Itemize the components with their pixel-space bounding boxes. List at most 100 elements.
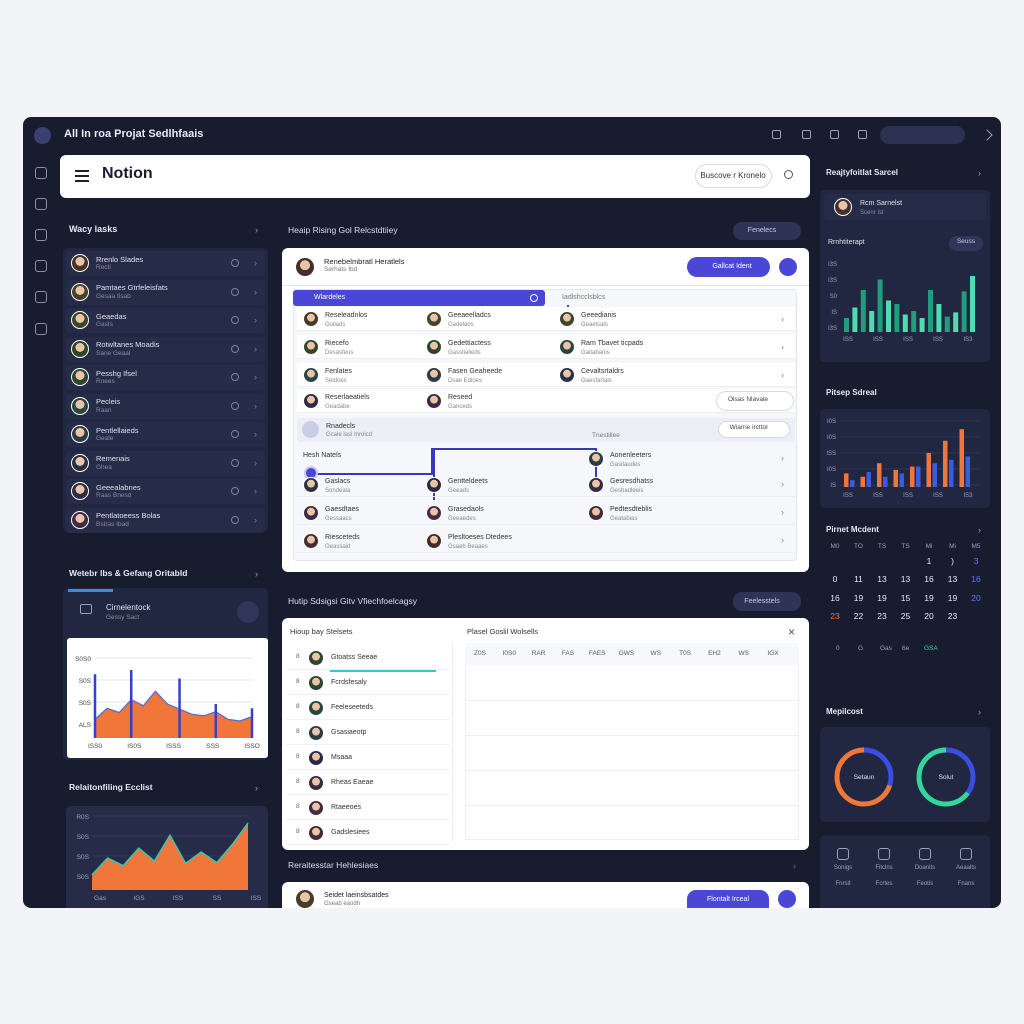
person-name: Riecefo bbox=[325, 340, 349, 348]
row[interactable] bbox=[297, 335, 795, 359]
search-pill[interactable] bbox=[880, 126, 965, 144]
item-name: Gadslesiees bbox=[331, 829, 370, 837]
y-tick-label: S0S bbox=[77, 874, 90, 881]
bar bbox=[944, 316, 950, 332]
chart-title: Rrnhtiterapt bbox=[828, 239, 865, 247]
x-tick-label: ISS bbox=[903, 493, 913, 499]
rail-icon[interactable] bbox=[35, 291, 47, 303]
x-tick-label: ISSS bbox=[166, 743, 181, 750]
toolbar-icon[interactable] bbox=[802, 130, 811, 139]
small-button[interactable] bbox=[949, 236, 983, 251]
close-x[interactable]: × bbox=[788, 625, 796, 639]
menu-line[interactable] bbox=[75, 170, 89, 172]
y-tick-label: I0S bbox=[827, 467, 836, 473]
y-tick-label: I0S bbox=[827, 419, 836, 425]
list-row[interactable] bbox=[286, 797, 450, 820]
chevron: › bbox=[254, 457, 257, 468]
list-row[interactable] bbox=[286, 772, 450, 795]
column-header: FAES bbox=[588, 650, 606, 658]
chevron: › bbox=[254, 315, 257, 325]
outline-button[interactable] bbox=[716, 391, 794, 411]
search-icon[interactable] bbox=[784, 170, 793, 179]
bar bbox=[953, 312, 959, 332]
round-button[interactable] bbox=[778, 890, 796, 908]
icon-sub: Fnrsit bbox=[835, 880, 851, 887]
round-button[interactable] bbox=[779, 258, 797, 276]
list-row[interactable] bbox=[286, 722, 450, 745]
task-name: Pecleis bbox=[96, 397, 121, 407]
section-button[interactable] bbox=[733, 592, 801, 611]
icon-sub: Feotis bbox=[916, 880, 934, 887]
rail-icon[interactable] bbox=[35, 260, 47, 272]
y-tick-label: I3S bbox=[828, 326, 837, 332]
list-row[interactable] bbox=[286, 747, 450, 770]
icon[interactable] bbox=[878, 848, 890, 860]
list-row[interactable] bbox=[286, 822, 450, 845]
bar bbox=[926, 453, 931, 487]
task-sub: Sane Geaal bbox=[96, 349, 131, 357]
chevron: › bbox=[255, 569, 258, 579]
avatar bbox=[308, 700, 324, 716]
list-row[interactable] bbox=[286, 647, 450, 670]
day: 19 bbox=[924, 593, 934, 604]
person-sub: Ganceds bbox=[448, 403, 473, 410]
menu-line[interactable] bbox=[75, 180, 89, 182]
primary-button[interactable] bbox=[687, 890, 769, 908]
card-button[interactable] bbox=[237, 601, 259, 623]
chevron: › bbox=[254, 372, 257, 382]
toolbar-icon[interactable] bbox=[772, 130, 781, 139]
blue-bar-label: Wlardeles bbox=[314, 294, 346, 302]
bar bbox=[894, 304, 900, 332]
bar bbox=[844, 473, 849, 487]
bar-right-label: Iadlshcclsblcs bbox=[562, 294, 606, 302]
menu-line[interactable] bbox=[75, 175, 89, 177]
calendar-footer: GSA bbox=[924, 645, 938, 653]
header-button[interactable] bbox=[695, 164, 772, 188]
item-num: 8 bbox=[296, 703, 300, 711]
avatar bbox=[588, 451, 604, 467]
table-line bbox=[465, 770, 799, 771]
icon[interactable] bbox=[837, 848, 849, 860]
group-sub: Gcaie lasl Inroicd bbox=[326, 431, 373, 438]
list-row[interactable] bbox=[286, 672, 450, 695]
person-sub: Geeaedes bbox=[448, 515, 476, 522]
person-sub: Desasfeus bbox=[325, 349, 354, 356]
rail-icon[interactable] bbox=[35, 323, 47, 335]
x-tick-label: ISS bbox=[843, 493, 853, 499]
section-button[interactable] bbox=[733, 222, 801, 240]
x-tick-label: IS3 bbox=[963, 493, 973, 499]
rail-icon[interactable] bbox=[35, 198, 47, 210]
list-row[interactable] bbox=[286, 697, 450, 720]
underline bbox=[68, 589, 113, 592]
avatar bbox=[588, 505, 604, 521]
x-tick-label: ISS bbox=[933, 493, 943, 499]
row[interactable] bbox=[297, 389, 795, 413]
bar bbox=[883, 476, 888, 487]
primary-button[interactable] bbox=[687, 257, 770, 277]
bar bbox=[869, 311, 875, 332]
area bbox=[92, 823, 248, 890]
rail-icon[interactable] bbox=[35, 167, 47, 179]
toolbar-icon[interactable] bbox=[858, 130, 867, 139]
avatar bbox=[426, 393, 442, 409]
chevron: › bbox=[978, 168, 981, 178]
icon[interactable] bbox=[919, 848, 931, 860]
row[interactable] bbox=[297, 307, 795, 331]
group-name: Rnadecls bbox=[326, 423, 356, 431]
window-title: All In roa Projat Sedlhfaais bbox=[64, 127, 204, 140]
group-button[interactable] bbox=[718, 421, 790, 438]
column-header: EH2 bbox=[708, 650, 721, 658]
toolbar-icon[interactable] bbox=[830, 130, 839, 139]
rail-icon[interactable] bbox=[35, 229, 47, 241]
x-tick-label: ISS0 bbox=[88, 743, 102, 750]
row bbox=[297, 528, 795, 553]
bar bbox=[928, 290, 933, 332]
task-name: Rotwltanes Moadis bbox=[96, 340, 160, 350]
card-name: Renebelmbratl Heratlels bbox=[324, 256, 405, 266]
chevron: › bbox=[781, 314, 784, 324]
icon[interactable] bbox=[960, 848, 972, 860]
column-header: FAS bbox=[561, 650, 575, 658]
chevron: › bbox=[254, 343, 257, 354]
item-name: Rheas Eaeae bbox=[331, 779, 374, 787]
row[interactable] bbox=[297, 363, 795, 387]
